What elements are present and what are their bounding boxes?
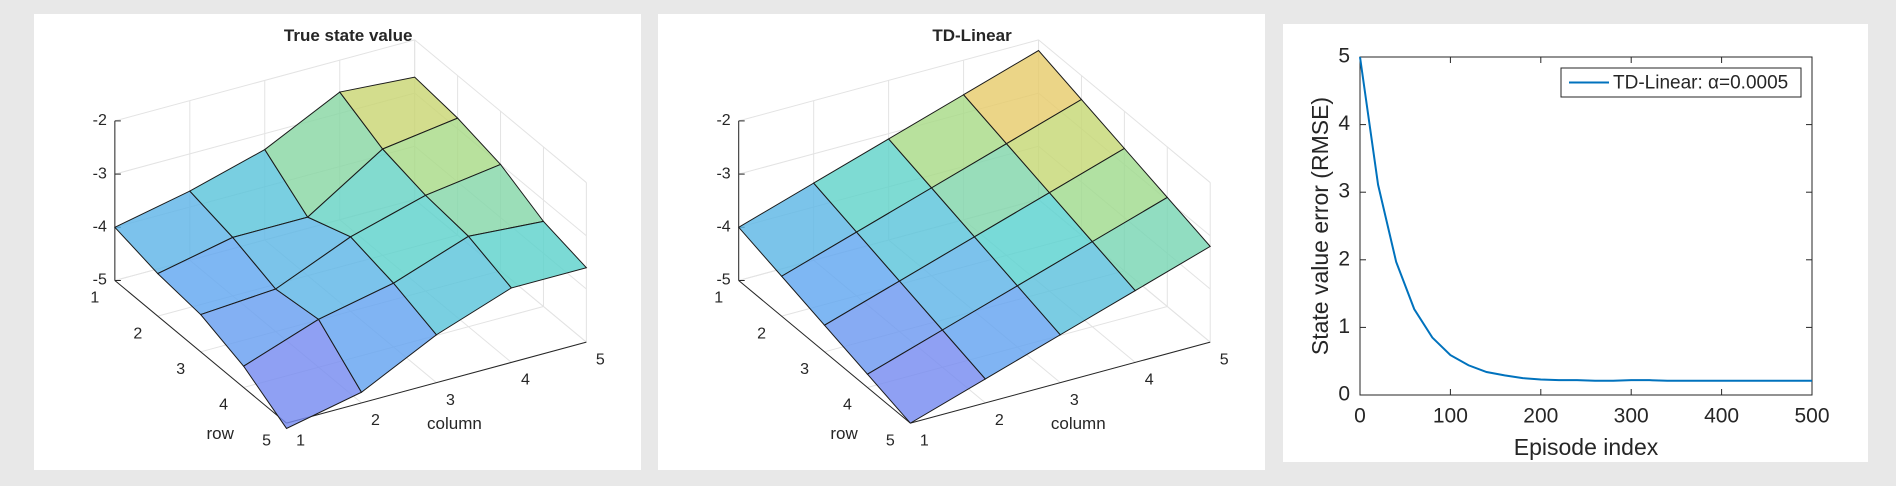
x-tick-label: 500: [1794, 405, 1829, 428]
row-tick-label: 3: [800, 361, 809, 378]
row-tick-label: 3: [176, 361, 185, 378]
line-series: [1359, 56, 1812, 382]
column-tick-label: 1: [296, 432, 305, 449]
surface-patch: [467, 220, 588, 289]
x-tick-label: 400: [1704, 405, 1739, 428]
row-tick-label: 1: [714, 290, 723, 307]
y-tick-label: 4: [1338, 112, 1350, 135]
x-axis-label: column: [427, 414, 482, 433]
y-axis-label: row: [830, 424, 858, 443]
x-tick-label: 200: [1523, 405, 1558, 428]
x-tick-label: 300: [1614, 405, 1649, 428]
z-tick-label: -2: [93, 112, 107, 129]
column-tick-label: 4: [521, 372, 530, 389]
axis-line: [286, 341, 587, 424]
column-tick-label: 4: [1145, 372, 1154, 389]
z-tick-label: -3: [93, 165, 107, 182]
plot-area: [1359, 56, 1813, 396]
axis-line: [910, 341, 1211, 424]
x-tick-label: 0: [1354, 405, 1366, 428]
z-tick-label: -5: [93, 272, 107, 289]
axis-line: [114, 280, 287, 424]
y-tick-label: 3: [1338, 180, 1350, 203]
y-tick-label: 2: [1338, 247, 1350, 270]
axis-line: [738, 280, 911, 424]
column-tick-label: 5: [1220, 351, 1229, 368]
grid-line: [738, 39, 1039, 122]
y-axis-label: State value error (RMSE): [1307, 97, 1333, 355]
y-tick-label: 0: [1338, 383, 1350, 406]
row-tick-label: 1: [90, 290, 99, 307]
z-tick-label: -4: [716, 219, 730, 236]
x-axis-label: Episode index: [1514, 434, 1659, 460]
surface-patch: [1091, 196, 1211, 292]
column-tick-label: 1: [920, 432, 929, 449]
column-tick-label: 2: [995, 412, 1004, 429]
column-tick-label: 5: [596, 351, 605, 368]
grid-line: [114, 39, 415, 122]
row-tick-label: 4: [843, 397, 852, 414]
row-tick-label: 5: [262, 432, 271, 449]
column-tick-label: 3: [1070, 392, 1079, 409]
z-tick-label: -3: [716, 165, 730, 182]
y-axis-label: row: [206, 424, 234, 443]
row-tick-label: 2: [757, 325, 766, 342]
row-tick-label: 5: [886, 432, 895, 449]
chart-title: True state value: [284, 26, 413, 45]
z-tick-label: -4: [93, 219, 107, 236]
z-tick-label: -2: [716, 112, 730, 129]
grid-line: [1038, 39, 1211, 183]
z-tick-label: -5: [716, 272, 730, 289]
x-axis-label: column: [1051, 414, 1106, 433]
grid-line: [414, 39, 587, 183]
x-tick-label: 100: [1433, 405, 1468, 428]
column-tick-label: 3: [446, 392, 455, 409]
legend-label: TD-Linear: α=0.0005: [1613, 73, 1788, 94]
y-tick-label: 1: [1338, 315, 1350, 338]
column-tick-label: 2: [371, 412, 380, 429]
y-tick-label: 5: [1338, 45, 1350, 68]
row-tick-label: 2: [133, 325, 142, 342]
chart-title: TD-Linear: [932, 26, 1012, 45]
row-tick-label: 4: [219, 397, 228, 414]
